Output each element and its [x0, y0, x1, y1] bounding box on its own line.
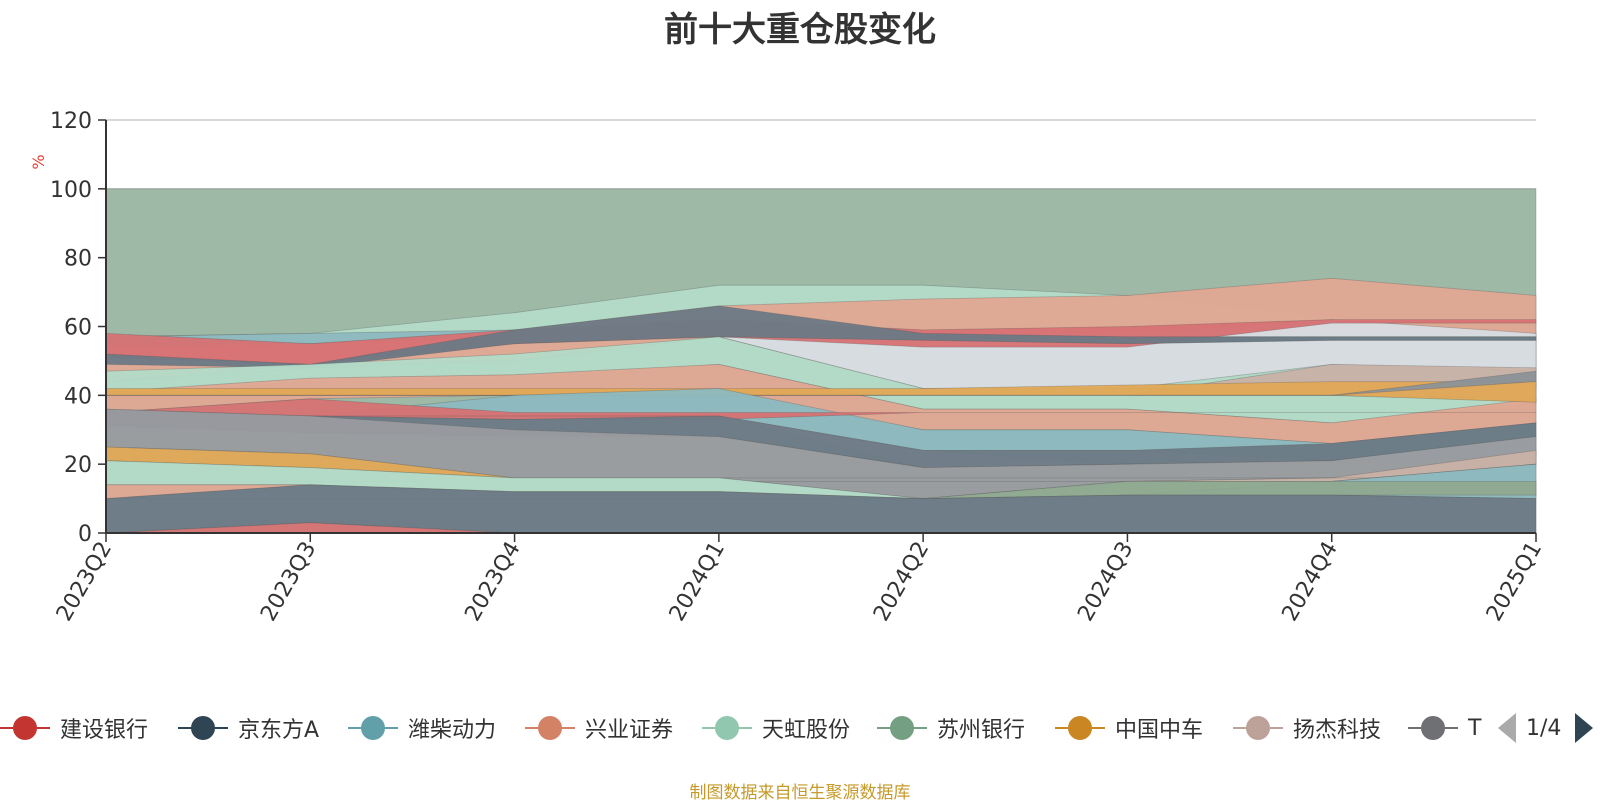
y-tick-label: 100	[50, 178, 92, 203]
legend-label: 中国中车	[1115, 718, 1204, 743]
y-tick-label: 40	[64, 384, 92, 409]
y-tick-label: 120	[50, 109, 92, 134]
legend-item[interactable]: 京东方A	[178, 708, 319, 748]
legend-item[interactable]: T	[1408, 708, 1481, 748]
y-tick-label: 0	[78, 522, 92, 547]
x-tick-label: 2024Q1	[665, 538, 730, 626]
legend-marker-icon	[1233, 708, 1283, 748]
legend-label: 苏州银行	[937, 718, 1026, 743]
legend-item[interactable]: 扬杰科技	[1233, 708, 1381, 748]
legend-label: 建设银行	[60, 718, 149, 743]
legend-marker-icon	[0, 708, 50, 748]
area-bands	[105, 188, 1537, 534]
arrow-left-icon[interactable]	[1498, 713, 1516, 743]
arrow-right-icon[interactable]	[1575, 713, 1594, 743]
x-tick-label: 2024Q4	[1278, 538, 1343, 626]
legend-label: 潍柴动力	[408, 718, 497, 743]
legend-marker-icon	[1055, 708, 1105, 748]
area-band	[105, 305, 1537, 369]
area-band	[105, 381, 1537, 403]
y-axis-unit-label: %	[29, 154, 48, 169]
legend-marker-icon	[348, 708, 398, 748]
legend-label: 兴业证券	[585, 718, 674, 743]
legend-item[interactable]: 中国中车	[1055, 708, 1203, 748]
area-chart: 0 20 40 60 80 100 120 2023Q2 2023Q3 2023Q4 2024Q1 2…	[29, 109, 1547, 626]
x-tick-label: 2023Q3	[256, 538, 321, 626]
legend-item[interactable]: 兴业证券	[525, 708, 673, 748]
chart-title: 前十大重仓股变化	[664, 10, 936, 50]
x-tick-label: 2023Q4	[460, 538, 525, 626]
legend-page-indicator: 1/4	[1526, 715, 1562, 741]
legend-pager: 1/4	[1498, 708, 1594, 748]
legend-item[interactable]: 苏州银行	[877, 708, 1025, 748]
legend-item[interactable]: 潍柴动力	[348, 708, 496, 748]
legend-label: 扬杰科技	[1293, 718, 1382, 743]
legend-marker-icon	[702, 708, 752, 748]
x-tick-label: 2024Q3	[1073, 538, 1138, 626]
y-tick-label: 60	[64, 316, 92, 341]
x-tick-label: 2024Q2	[869, 538, 934, 626]
legend-item[interactable]: 建设银行	[0, 708, 148, 748]
y-tick-label: 80	[64, 247, 92, 272]
legend: 建设银行 京东方A 潍柴动力 兴业证券 天虹股份 苏州银行 中国中车 扬杰科技 T	[0, 708, 1600, 748]
legend-label: 天虹股份	[762, 718, 851, 743]
legend-item[interactable]: 天虹股份	[702, 708, 850, 748]
legend-marker-icon	[877, 708, 927, 748]
y-tick-label: 20	[64, 453, 92, 478]
legend-marker-icon	[525, 708, 575, 748]
legend-marker-icon	[178, 708, 228, 748]
legend-marker-icon	[1408, 708, 1458, 748]
source-note: 制图数据来自恒生聚源数据库	[689, 783, 911, 803]
x-tick-label: 2023Q2	[52, 538, 117, 626]
x-tick-label: 2025Q1	[1482, 538, 1547, 626]
legend-label: T	[1468, 715, 1482, 741]
legend-label: 京东方A	[238, 718, 320, 743]
